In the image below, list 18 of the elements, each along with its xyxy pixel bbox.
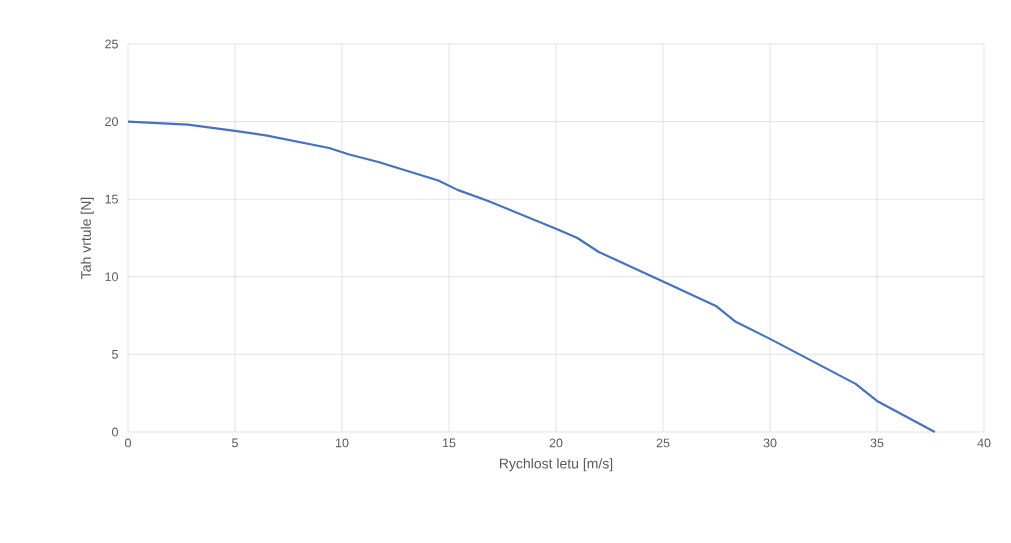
y-tick-label: 15	[105, 194, 118, 204]
x-axis-title: Rychlost letu [m/s]	[499, 458, 613, 472]
y-tick-label: 25	[105, 39, 118, 49]
x-tick-label: 20	[549, 438, 563, 448]
y-tick-label: 0	[112, 427, 118, 437]
x-tick-label: 0	[125, 438, 131, 448]
x-tick-label: 30	[763, 438, 777, 448]
x-tick-label: 40	[977, 438, 991, 448]
line-series	[126, 120, 936, 434]
x-tick-label: 5	[232, 438, 238, 448]
y-tick-label: 10	[105, 272, 118, 282]
y-tick-label: 5	[112, 350, 118, 359]
y-tick-label: 20	[105, 117, 118, 127]
x-tick-label: 10	[336, 438, 349, 448]
x-tick-label: 35	[870, 438, 884, 448]
x-tick-label: 15	[443, 438, 456, 448]
y-axis-title: Tah vrtule [N]	[80, 197, 94, 279]
x-tick-label: 25	[656, 438, 670, 448]
